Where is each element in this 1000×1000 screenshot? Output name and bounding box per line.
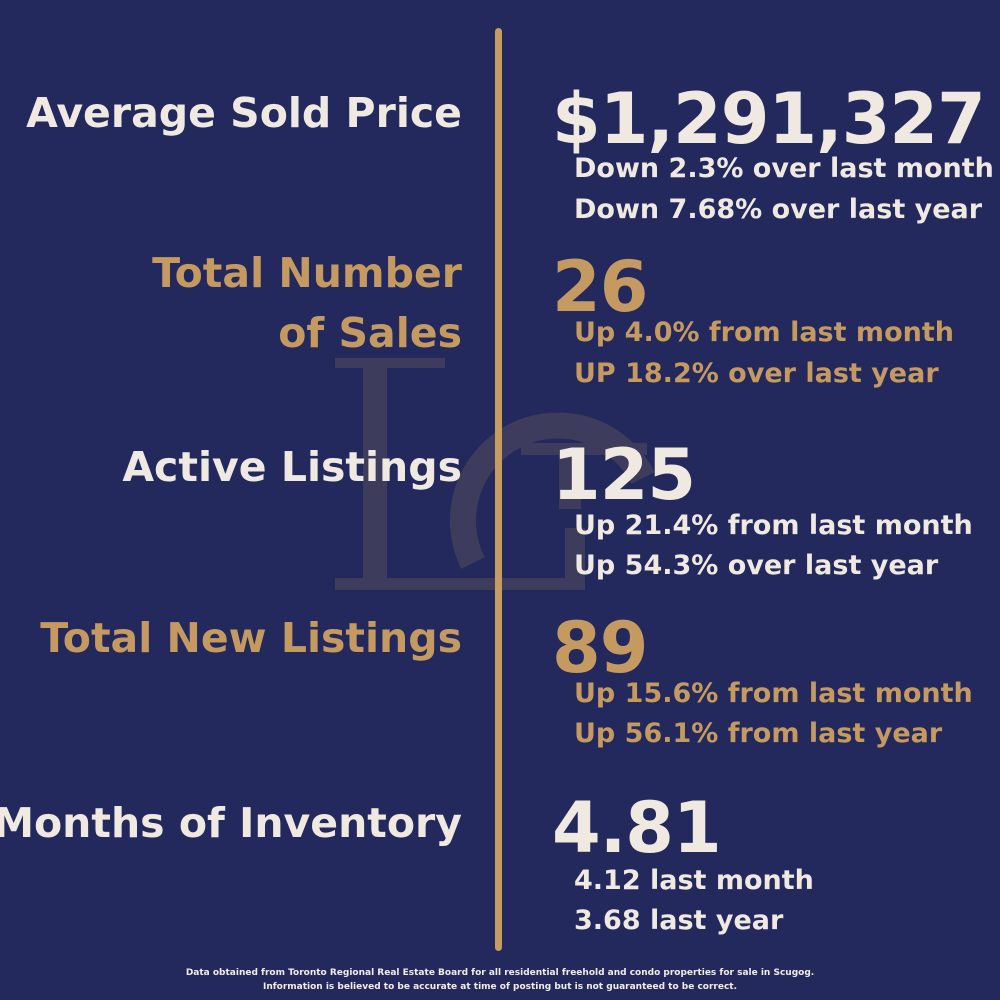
average-sold-price-monthly-change: Down 2.3% over last month: [574, 153, 994, 184]
active-listings-label: Active Listings: [122, 443, 462, 491]
average-sold-price-label: Average Sold Price: [26, 89, 462, 137]
active-listings-yearly-change: Up 54.3% over last year: [574, 550, 939, 581]
active-listings-value: 125: [552, 434, 696, 516]
months-of-inventory-label: Months of Inventory: [0, 799, 462, 847]
lc-monogram-logo-icon: [335, 358, 655, 590]
total-new-listings-monthly-change: Up 15.6% from last month: [574, 678, 973, 709]
months-of-inventory-last-year: 3.68 last year: [574, 905, 784, 936]
total-new-listings-value: 89: [552, 607, 648, 689]
active-listings-monthly-change: Up 21.4% from last month: [574, 510, 973, 541]
average-sold-price-value: $1,291,327: [552, 78, 986, 160]
months-of-inventory-last-month: 4.12 last month: [574, 865, 814, 896]
total-number-of-sales-monthly-change: Up 4.0% from last month: [574, 317, 954, 348]
months-of-inventory-value: 4.81: [552, 787, 722, 869]
total-new-listings-yearly-change: Up 56.1% from last year: [574, 718, 943, 749]
total-number-of-sales-yearly-change: UP 18.2% over last year: [574, 358, 939, 389]
average-sold-price-yearly-change: Down 7.68% over last year: [574, 194, 983, 225]
footer-data-source: Data obtained from Toronto Regional Real…: [185, 968, 815, 978]
total-number-of-sales-value: 26: [552, 246, 648, 328]
total-new-listings-label: Total New Listings: [40, 614, 462, 662]
total-number-of-sales-label-line2: of Sales: [278, 309, 462, 357]
footer-disclaimer: Information is believed to be accurate a…: [262, 982, 738, 992]
total-number-of-sales-label-line1: Total Number: [152, 249, 462, 297]
center-divider: [495, 28, 502, 951]
